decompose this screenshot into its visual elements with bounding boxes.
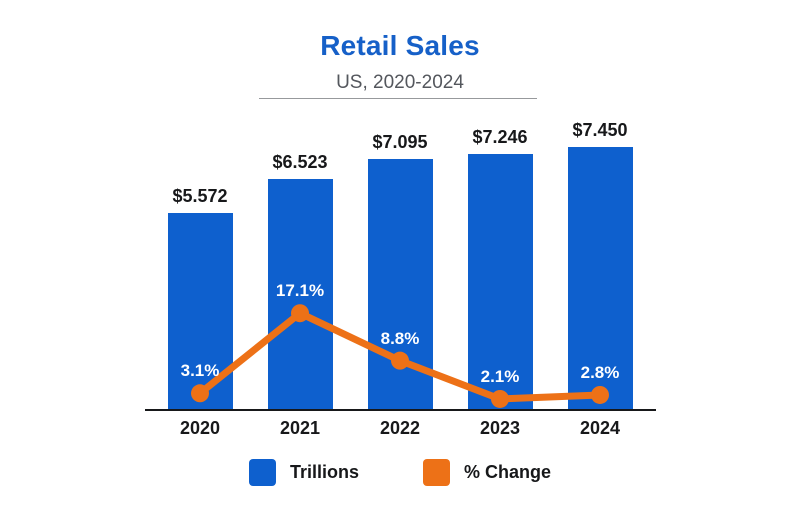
legend-item-trillions: Trillions	[248, 459, 359, 486]
x-tick-2024: 2024	[579, 418, 621, 438]
legend-item-pct-change: % Change	[423, 459, 551, 486]
line-marker-2024	[591, 385, 609, 404]
bar-value-label-2022: $7.095	[372, 132, 428, 153]
bar-value-label-2021: $6.523	[272, 152, 328, 173]
legend-label-trillions: Trillions	[289, 462, 359, 482]
x-tick-2022: 2022	[379, 418, 421, 438]
line-marker-2023	[491, 389, 509, 408]
pct-label-2021: 17.1%	[275, 281, 325, 301]
pct-label-2024: 2.8%	[580, 362, 620, 382]
trillions-swatch-icon	[248, 459, 276, 486]
x-axis-line	[145, 409, 656, 411]
line-marker-2020	[191, 384, 209, 403]
x-tick-2021: 2021	[279, 418, 321, 438]
chart-subtitle: US, 2020-2024	[336, 72, 464, 93]
x-tick-2023: 2023	[479, 418, 521, 438]
bar-2023	[467, 153, 533, 411]
bar-2021	[267, 179, 333, 411]
pct-label-2023: 2.1%	[480, 366, 520, 386]
pct-label-2022: 8.8%	[380, 328, 420, 348]
legend: Trillions % Change	[0, 459, 800, 486]
bar-value-label-2024: $7.450	[572, 119, 628, 140]
pct-label-2020: 3.1%	[180, 361, 220, 381]
legend-label-pct-change: % Change	[464, 462, 552, 482]
x-tick-2020: 2020	[179, 418, 221, 438]
bar-value-label-2020: $5.572	[172, 186, 228, 207]
line-marker-2021	[291, 304, 309, 323]
chart-title: Retail Sales	[320, 30, 480, 61]
bar-2024	[567, 146, 633, 411]
line-marker-2022	[391, 351, 409, 370]
pct-change-swatch-icon	[423, 459, 450, 486]
bar-value-label-2023: $7.246	[472, 126, 528, 147]
title-divider	[259, 98, 537, 99]
